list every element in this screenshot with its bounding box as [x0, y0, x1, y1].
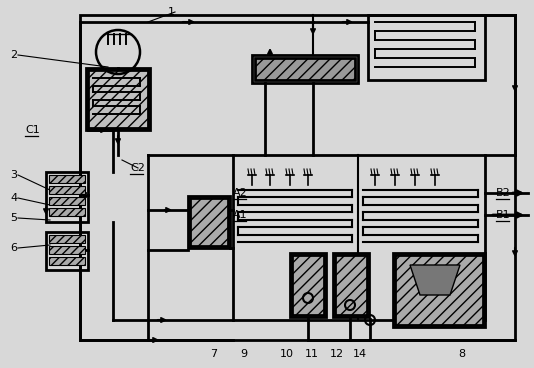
Bar — [49, 257, 85, 265]
Bar — [49, 186, 85, 194]
Text: B1: B1 — [496, 210, 511, 220]
Text: A1: A1 — [233, 210, 248, 220]
Text: 14: 14 — [353, 349, 367, 359]
Bar — [393, 253, 485, 327]
Bar — [46, 232, 88, 270]
Bar — [233, 155, 485, 320]
Text: 11: 11 — [305, 349, 319, 359]
Bar — [49, 197, 85, 205]
Bar — [292, 255, 324, 315]
Bar — [49, 235, 85, 243]
Bar — [190, 198, 228, 246]
Text: A2: A2 — [233, 188, 248, 198]
Text: 5: 5 — [10, 213, 17, 223]
Text: B2: B2 — [496, 188, 511, 198]
Text: 9: 9 — [240, 349, 247, 359]
Bar — [188, 196, 230, 248]
Text: 2: 2 — [10, 50, 17, 60]
Bar — [368, 15, 485, 80]
Text: 3: 3 — [10, 170, 17, 180]
Bar — [335, 255, 367, 315]
Text: 1: 1 — [168, 7, 175, 17]
Bar — [80, 15, 515, 340]
Bar — [88, 70, 148, 128]
Bar — [395, 255, 483, 325]
Text: 7: 7 — [210, 349, 217, 359]
Bar — [255, 58, 355, 80]
Bar — [252, 55, 358, 83]
Text: 12: 12 — [330, 349, 344, 359]
Text: C2: C2 — [130, 163, 145, 173]
Bar — [290, 253, 326, 317]
Bar — [333, 253, 369, 317]
Text: 6: 6 — [10, 243, 17, 253]
Bar — [46, 172, 88, 222]
Polygon shape — [410, 265, 460, 295]
Text: 10: 10 — [280, 349, 294, 359]
Bar — [49, 246, 85, 254]
Text: 4: 4 — [10, 193, 17, 203]
Text: 8: 8 — [458, 349, 465, 359]
Bar — [49, 175, 85, 183]
Text: C1: C1 — [25, 125, 40, 135]
Bar — [86, 68, 150, 130]
Bar — [49, 208, 85, 216]
